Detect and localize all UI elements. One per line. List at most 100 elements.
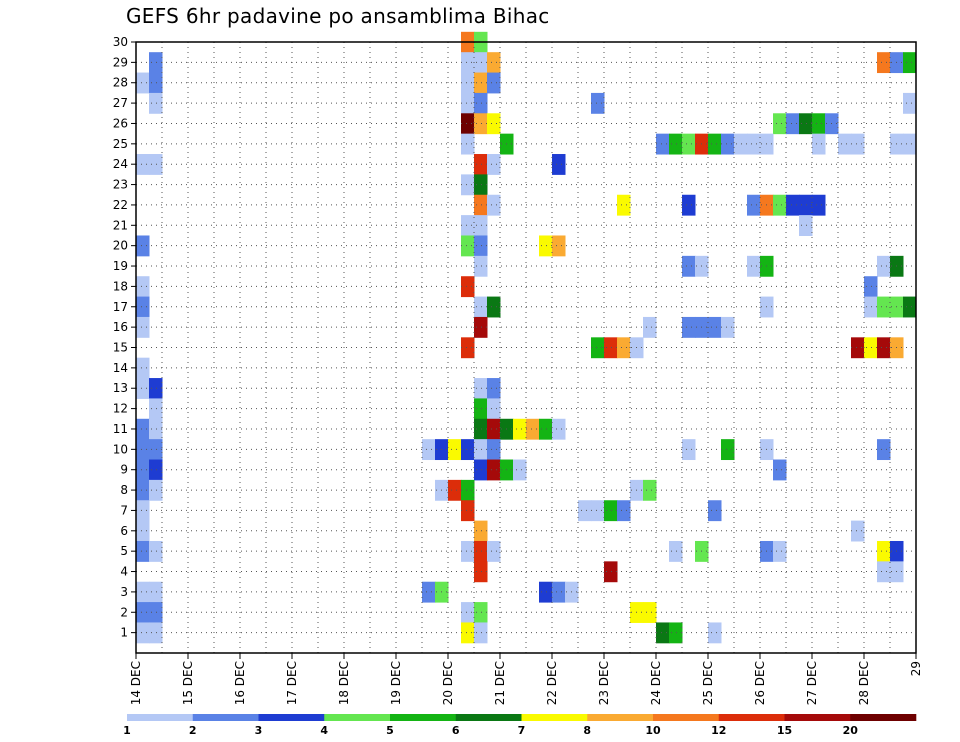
heatmap-cell — [149, 602, 163, 623]
colorbar-label: 20 — [843, 724, 859, 737]
heatmap-cell — [474, 296, 488, 318]
heatmap-cell — [552, 154, 566, 175]
heatmap-cell — [864, 337, 878, 359]
y-tick-label: 11 — [113, 422, 128, 436]
x-tick-label: 23 DEC — [597, 661, 611, 705]
heatmap-cell — [136, 357, 150, 379]
heatmap-cell — [721, 439, 735, 461]
x-tick-label: 29 — [909, 661, 923, 676]
heatmap-cell — [474, 194, 488, 216]
heatmap-cell — [734, 133, 748, 155]
heatmap-cell — [708, 500, 722, 522]
heatmap-cell — [851, 337, 865, 359]
y-tick-label: 10 — [113, 442, 128, 456]
heatmap-cell — [669, 622, 683, 644]
colorbar-label: 12 — [711, 724, 726, 737]
colorbar-swatch — [390, 714, 457, 721]
heatmap-cell — [136, 235, 150, 257]
heatmap-cell — [838, 133, 852, 155]
colorbar-swatch — [587, 714, 654, 721]
heatmap-cell — [474, 215, 488, 236]
heatmap-cell — [799, 194, 813, 216]
heatmap-cell — [474, 255, 488, 277]
heatmap-cell — [487, 540, 501, 562]
y-tick-label: 15 — [113, 341, 128, 355]
colorbar-swatch — [324, 714, 391, 721]
chart-title: GEFS 6hr padavine po ansamblima Bihac — [126, 4, 550, 28]
heatmap-cell — [136, 378, 150, 399]
heatmap-cell — [474, 174, 488, 196]
heatmap-cell — [461, 439, 475, 461]
heatmap-cell — [474, 154, 488, 175]
heatmap-cell — [136, 154, 150, 175]
heatmap-cell — [617, 194, 631, 216]
y-tick-label: 13 — [113, 381, 128, 395]
heatmap-cell — [474, 459, 488, 481]
colorbar-swatch — [850, 714, 917, 721]
colorbar-label: 3 — [255, 724, 263, 737]
x-tick-label: 25 DEC — [701, 661, 715, 705]
y-tick-label: 27 — [113, 96, 128, 110]
heatmap-cell — [682, 439, 696, 461]
heatmap-cell — [864, 276, 878, 298]
heatmap-cell — [903, 92, 917, 114]
heatmap-cell — [513, 418, 527, 440]
heatmap-cell — [643, 479, 657, 501]
x-tick-label: 14 DEC — [129, 661, 143, 705]
heatmap-cell — [136, 540, 150, 562]
heatmap-cell — [708, 316, 722, 338]
heatmap-cell — [474, 418, 488, 440]
y-tick-label: 14 — [113, 361, 128, 375]
heatmap-cell — [422, 439, 436, 461]
heatmap-cell — [149, 378, 163, 399]
heatmap-cell — [149, 479, 163, 501]
heatmap-cell — [604, 337, 618, 359]
heatmap-cell — [877, 540, 891, 562]
y-tick-label: 4 — [120, 565, 128, 579]
heatmap-cell — [461, 500, 475, 522]
heatmap-cell — [474, 316, 488, 338]
y-tick-label: 25 — [113, 137, 128, 151]
heatmap-cell — [812, 113, 826, 135]
heatmap-cell — [591, 337, 605, 359]
heatmap-cell — [487, 459, 501, 481]
y-tick-label: 19 — [113, 259, 128, 273]
x-tick-label: 20 DEC — [441, 661, 455, 705]
heatmap-cell — [136, 276, 150, 298]
heatmap-cell — [136, 479, 150, 501]
heatmap-cell — [851, 520, 865, 542]
y-tick-label: 5 — [120, 544, 128, 558]
heatmap-cell — [877, 561, 891, 583]
heatmap-cell — [773, 459, 787, 481]
heatmap-cell — [552, 235, 566, 257]
colorbar-swatch — [192, 714, 259, 721]
heatmap-cell — [877, 439, 891, 461]
colorbar-swatch — [718, 714, 785, 721]
heatmap-cell — [136, 500, 150, 522]
heatmap-cell — [487, 296, 501, 318]
heatmap-cell — [474, 72, 488, 94]
heatmap-cell — [487, 194, 501, 216]
colorbar-swatch — [521, 714, 588, 721]
colorbar-label: 1 — [123, 724, 131, 737]
heatmap-cell — [474, 92, 488, 114]
y-tick-label: 16 — [113, 320, 128, 334]
heatmap-cell — [747, 255, 761, 277]
y-tick-label: 1 — [120, 626, 128, 640]
colorbar-label: 8 — [583, 724, 591, 737]
heatmap-cell — [461, 113, 475, 135]
heatmap-cell — [669, 540, 683, 562]
y-tick-label: 21 — [113, 218, 128, 232]
heatmap-cell — [149, 439, 163, 461]
y-tick-label: 3 — [120, 585, 128, 599]
heatmap-cell — [812, 194, 826, 216]
colorbar-label: 4 — [320, 724, 328, 737]
y-tick-label: 7 — [120, 503, 128, 517]
y-tick-label: 12 — [113, 402, 128, 416]
heatmap-cell — [461, 52, 475, 74]
heatmap-cell — [461, 540, 475, 562]
heatmap-cell — [708, 133, 722, 155]
heatmap-cell — [682, 194, 696, 216]
heatmap-cell — [617, 337, 631, 359]
colorbar-swatch — [455, 714, 522, 721]
